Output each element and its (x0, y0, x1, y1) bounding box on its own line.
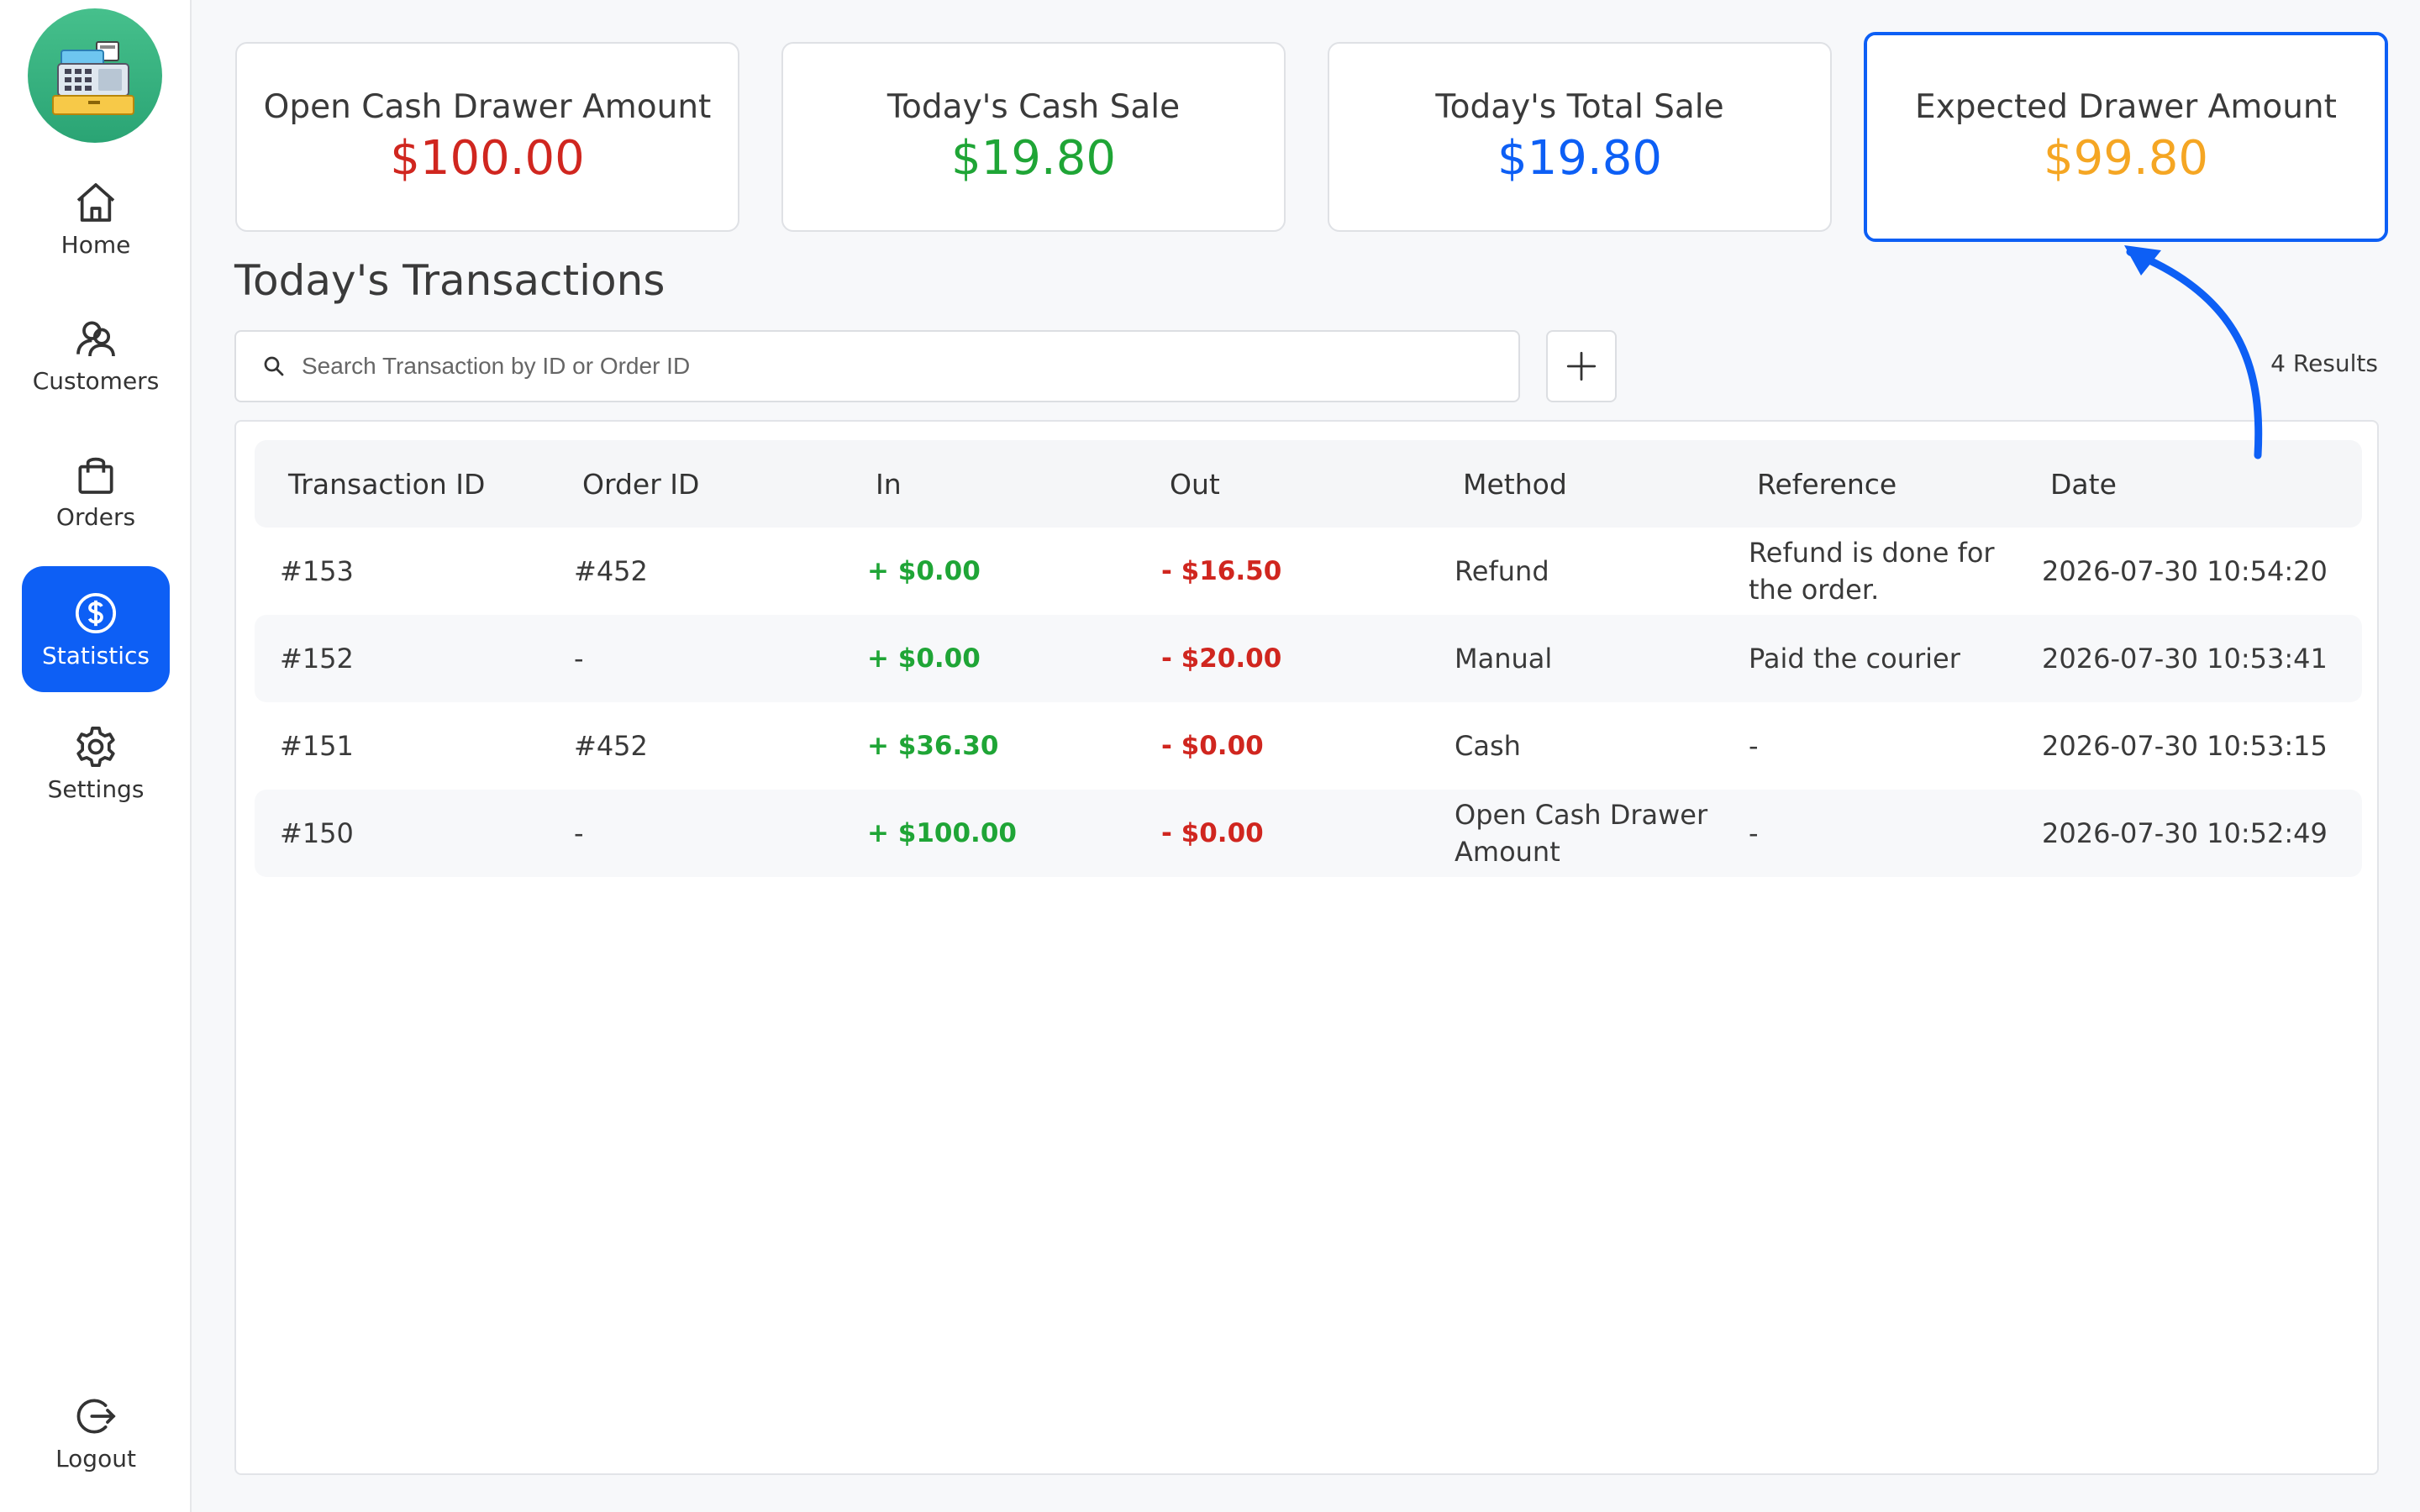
orders-icon (78, 457, 113, 494)
card-value: $99.80 (2044, 131, 2208, 186)
search-bar (234, 330, 1520, 402)
column-header-method[interactable]: Method (1463, 467, 1567, 501)
search-icon (264, 356, 284, 376)
cell-transaction-id: #153 (280, 555, 354, 587)
cell-transaction-id: #150 (280, 817, 354, 849)
sidebar-item-customers[interactable]: Customers (22, 291, 170, 417)
cell-reference: Paid the courier (1749, 643, 1960, 675)
plus-icon (1566, 351, 1597, 381)
column-header-transaction-id[interactable]: Transaction ID (288, 467, 486, 501)
dollar-icon (75, 592, 117, 633)
logout-button[interactable]: Logout (22, 1369, 170, 1495)
logout-icon (76, 1398, 116, 1434)
card-title: Today's Cash Sale (886, 88, 1181, 126)
card-title: Expected Drawer Amount (1915, 88, 2337, 126)
page-title: Today's Transactions (234, 256, 666, 305)
sidebar-item-statistics[interactable]: Statistics (22, 566, 170, 692)
column-header-in[interactable]: In (876, 467, 902, 501)
sidebar-item-label: Statistics (42, 641, 150, 669)
card-value: $100.00 (390, 131, 585, 186)
cell-method: Cash (1455, 730, 1521, 762)
cell-in: + $0.00 (867, 643, 981, 674)
cell-order-id: #452 (574, 555, 648, 587)
expected-drawer-card: Expected Drawer Amount $99.80 (1864, 32, 2388, 242)
cell-in: + $100.00 (867, 818, 1017, 848)
total-sale-card: Today's Total Sale $19.80 (1328, 42, 1832, 232)
cell-order-id: - (574, 817, 584, 849)
search-input[interactable] (302, 353, 1478, 380)
cell-date: 2026-07-30 10:54:20 (2042, 555, 2328, 587)
column-header-date[interactable]: Date (2050, 467, 2117, 501)
sidebar-item-home[interactable]: Home (22, 155, 170, 281)
column-header-reference[interactable]: Reference (1757, 467, 1897, 501)
results-count: 4 Results (2270, 349, 2378, 377)
sidebar-item-label: Settings (47, 774, 145, 803)
card-value: $19.80 (1497, 131, 1662, 186)
cell-in: + $36.30 (867, 731, 999, 761)
table-row[interactable]: #152 - + $0.00 - $20.00 Manual Paid the … (255, 615, 2362, 702)
transactions-table: Transaction ID Order ID In Out Method Re… (234, 420, 2379, 1475)
sidebar-item-settings[interactable]: Settings (22, 700, 170, 826)
cell-date: 2026-07-30 10:53:41 (2042, 643, 2328, 675)
cell-order-id: #452 (574, 730, 648, 762)
sidebar-item-label: Home (60, 230, 131, 259)
table-row[interactable]: #151 #452 + $36.30 - $0.00 Cash - 2026-0… (255, 702, 2362, 790)
cash-register-logo (28, 8, 162, 143)
sidebar-item-orders[interactable]: Orders (22, 428, 170, 554)
sidebar-item-label: Orders (55, 502, 136, 531)
column-header-order-id[interactable]: Order ID (582, 467, 700, 501)
card-title: Open Cash Drawer Amount (263, 88, 712, 126)
cell-in: + $0.00 (867, 556, 981, 586)
open-cash-drawer-card: Open Cash Drawer Amount $100.00 (235, 42, 739, 232)
cell-order-id: - (574, 643, 584, 675)
cell-transaction-id: #151 (280, 730, 354, 762)
cell-method: Manual (1455, 643, 1553, 675)
cell-method: Refund (1455, 555, 1549, 587)
customers-icon (76, 320, 115, 356)
sidebar-item-label: Customers (32, 366, 160, 395)
column-header-out[interactable]: Out (1170, 467, 1220, 501)
cell-out: - $20.00 (1161, 643, 1282, 674)
sidebar: Home Customers Orders Statistics Setting… (0, 0, 192, 1512)
table-row[interactable]: #150 - + $100.00 - $0.00 Open Cash Drawe… (255, 790, 2362, 877)
card-value: $19.80 (951, 131, 1116, 186)
cell-out: - $16.50 (1161, 556, 1282, 586)
cell-reference: - (1749, 730, 1759, 762)
cell-transaction-id: #152 (280, 643, 354, 675)
card-title: Today's Total Sale (1435, 88, 1724, 126)
home-icon (76, 182, 115, 222)
gear-icon (76, 726, 115, 767)
cell-reference: - (1749, 817, 1759, 849)
table-header: Transaction ID Order ID In Out Method Re… (255, 440, 2362, 528)
cell-date: 2026-07-30 10:52:49 (2042, 817, 2328, 849)
add-transaction-button[interactable] (1546, 330, 1617, 402)
cell-out: - $0.00 (1161, 731, 1264, 761)
cash-sale-card: Today's Cash Sale $19.80 (781, 42, 1286, 232)
table-row[interactable]: #153 #452 + $0.00 - $16.50 Refund Refund… (255, 528, 2362, 615)
cell-method: Open Cash Drawer Amount (1455, 799, 1708, 868)
cell-date: 2026-07-30 10:53:15 (2042, 730, 2328, 762)
cell-out: - $0.00 (1161, 818, 1264, 848)
cell-reference: Refund is done for the order. (1749, 537, 1995, 606)
logout-label: Logout (55, 1444, 136, 1473)
